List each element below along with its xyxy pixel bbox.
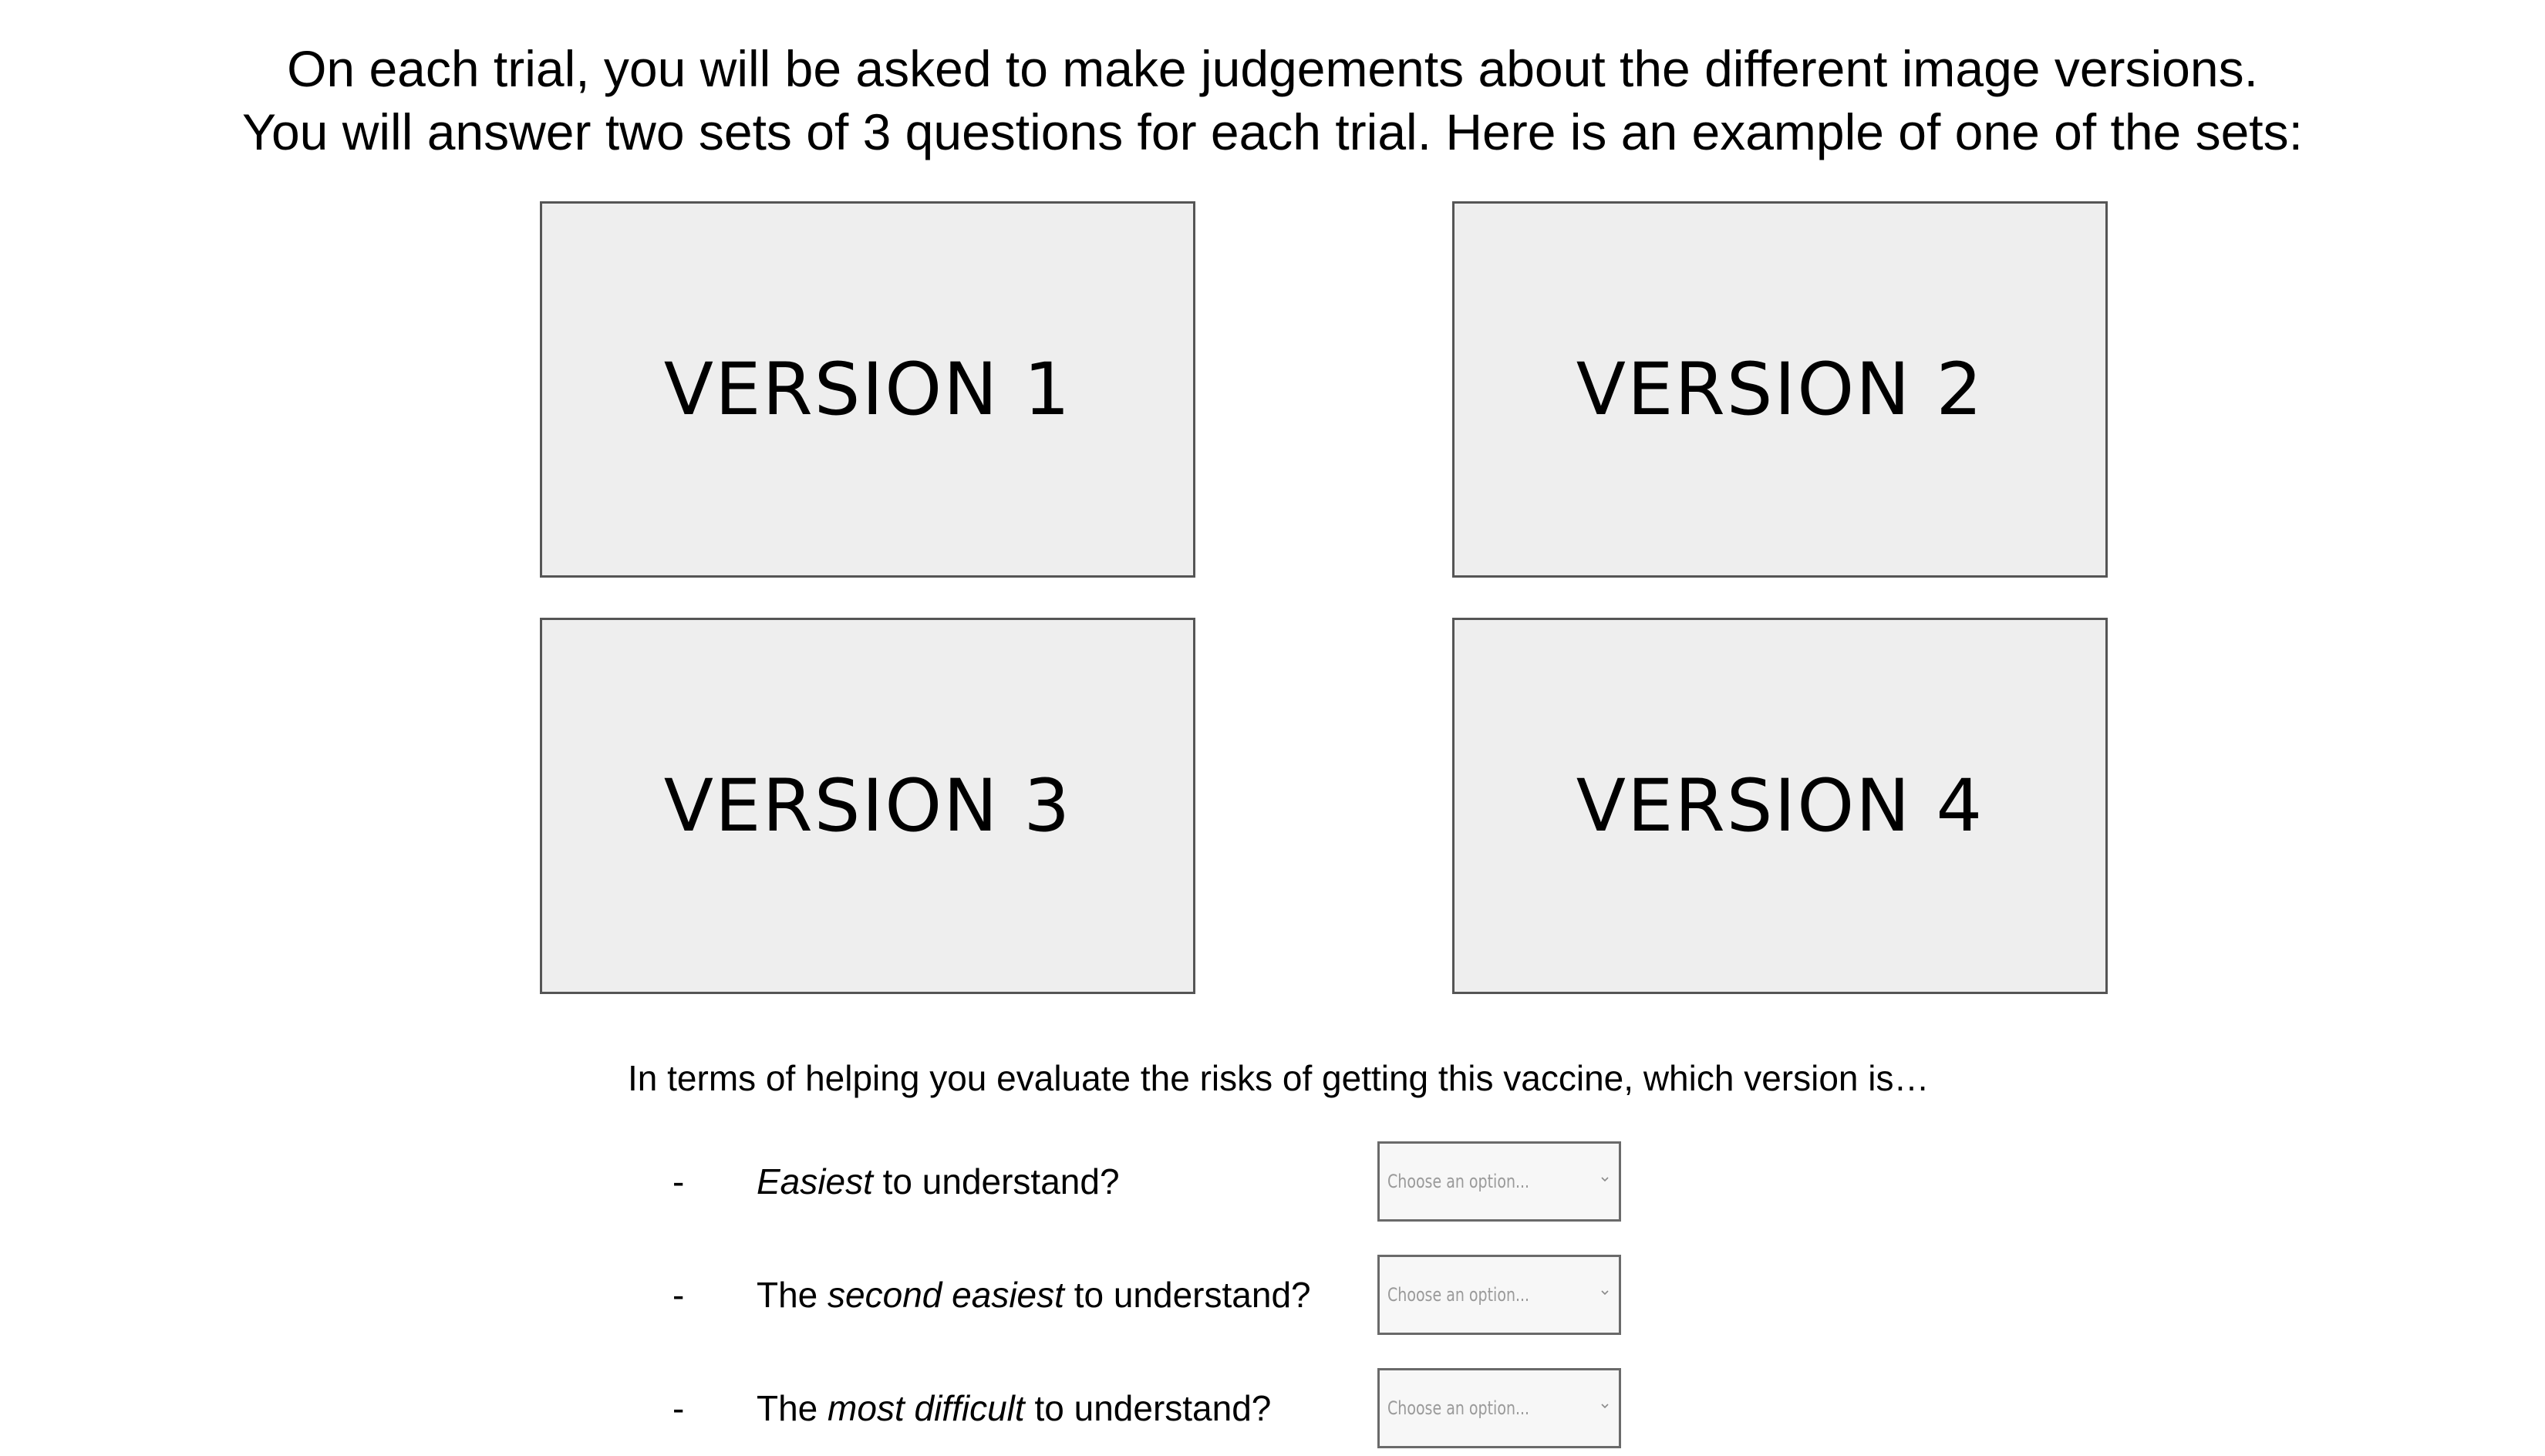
question-text-second-easiest: The second easiest to understand? bbox=[757, 1275, 1311, 1315]
version-3-box: VERSION 3 bbox=[540, 618, 1195, 994]
question-bullet: - bbox=[672, 1388, 685, 1428]
chevron-down-icon bbox=[1601, 1404, 1609, 1409]
question-emphasis: second easiest bbox=[828, 1275, 1064, 1315]
version-1-label: VERSION 1 bbox=[663, 347, 1072, 432]
chevron-down-icon bbox=[1601, 1290, 1609, 1296]
question-text-easiest: Easiest to understand? bbox=[757, 1161, 1120, 1202]
version-2-box: VERSION 2 bbox=[1452, 201, 2108, 578]
question-emphasis: Easiest bbox=[757, 1161, 873, 1202]
most-difficult-select[interactable]: Choose an option... bbox=[1377, 1368, 1621, 1448]
instructions: On each trial, you will be asked to make… bbox=[0, 37, 2545, 163]
question-prompt: In terms of helping you evaluate the ris… bbox=[628, 1058, 1930, 1098]
question-row-easiest: - Easiest to understand? Choose an optio… bbox=[0, 1141, 2545, 1222]
version-4-box: VERSION 4 bbox=[1452, 618, 2108, 994]
select-placeholder: Choose an option... bbox=[1387, 1397, 1530, 1419]
version-3-label: VERSION 3 bbox=[663, 763, 1072, 848]
question-text-most-difficult: The most difficult to understand? bbox=[757, 1388, 1272, 1428]
version-2-label: VERSION 2 bbox=[1576, 347, 1984, 432]
easiest-select[interactable]: Choose an option... bbox=[1377, 1141, 1621, 1222]
instructions-line-1: On each trial, you will be asked to make… bbox=[287, 40, 2258, 97]
select-placeholder: Choose an option... bbox=[1387, 1171, 1530, 1192]
question-bullet: - bbox=[672, 1161, 685, 1202]
version-4-label: VERSION 4 bbox=[1576, 763, 1984, 848]
second-easiest-select[interactable]: Choose an option... bbox=[1377, 1255, 1621, 1335]
select-placeholder: Choose an option... bbox=[1387, 1284, 1530, 1306]
question-row-second-easiest: - The second easiest to understand? Choo… bbox=[0, 1255, 2545, 1335]
chevron-down-icon bbox=[1601, 1177, 1609, 1182]
instructions-line-2: You will answer two sets of 3 questions … bbox=[242, 103, 2303, 160]
version-1-box: VERSION 1 bbox=[540, 201, 1195, 578]
question-row-most-difficult: - The most difficult to understand? Choo… bbox=[0, 1368, 2545, 1448]
question-bullet: - bbox=[672, 1275, 685, 1315]
question-emphasis: most difficult bbox=[828, 1388, 1025, 1428]
